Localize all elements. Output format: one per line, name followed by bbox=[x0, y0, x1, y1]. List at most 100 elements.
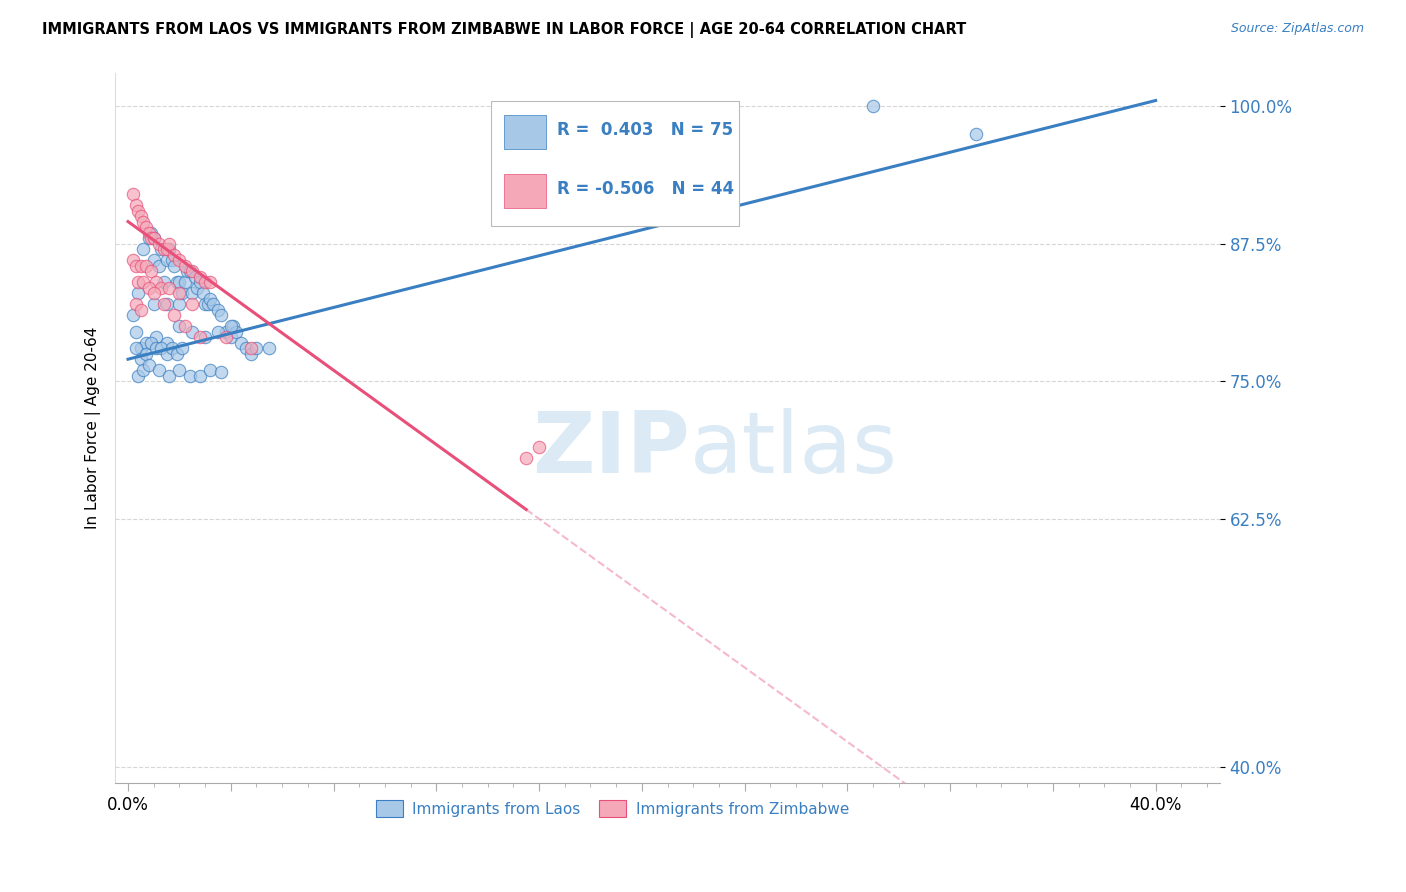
Point bbox=[157, 236, 180, 251]
Point bbox=[127, 286, 149, 301]
Point bbox=[169, 319, 191, 334]
Point bbox=[142, 297, 165, 311]
Point bbox=[259, 341, 281, 355]
FancyBboxPatch shape bbox=[503, 174, 546, 209]
Point bbox=[173, 319, 195, 334]
Point bbox=[186, 280, 208, 294]
Point bbox=[155, 335, 177, 350]
Point bbox=[862, 99, 884, 113]
Point bbox=[166, 347, 188, 361]
Point bbox=[145, 275, 167, 289]
Point bbox=[148, 363, 170, 377]
Point bbox=[141, 226, 163, 240]
Point bbox=[207, 302, 229, 317]
Text: R =  0.403   N = 75: R = 0.403 N = 75 bbox=[557, 121, 733, 139]
Point bbox=[173, 275, 195, 289]
Point bbox=[129, 209, 152, 223]
Point bbox=[169, 286, 191, 301]
Point bbox=[245, 341, 267, 355]
Point bbox=[142, 286, 165, 301]
Point bbox=[169, 297, 191, 311]
Point bbox=[148, 259, 170, 273]
Point bbox=[160, 341, 183, 355]
Point bbox=[122, 253, 145, 268]
Text: IMMIGRANTS FROM LAOS VS IMMIGRANTS FROM ZIMBABWE IN LABOR FORCE | AGE 20-64 CORR: IMMIGRANTS FROM LAOS VS IMMIGRANTS FROM … bbox=[42, 22, 966, 38]
Point bbox=[201, 297, 224, 311]
Point bbox=[209, 366, 232, 380]
Point bbox=[188, 275, 211, 289]
Point bbox=[176, 264, 198, 278]
Point bbox=[153, 297, 176, 311]
Point bbox=[125, 198, 148, 212]
Point bbox=[179, 368, 201, 383]
Point bbox=[125, 259, 148, 273]
Point bbox=[129, 302, 152, 317]
Point bbox=[157, 242, 180, 256]
Point bbox=[188, 330, 211, 344]
Point bbox=[169, 363, 191, 377]
Point bbox=[135, 259, 157, 273]
Point bbox=[132, 363, 155, 377]
Point bbox=[200, 292, 222, 306]
Point bbox=[240, 347, 263, 361]
Point bbox=[157, 368, 180, 383]
Point bbox=[166, 275, 188, 289]
Point bbox=[155, 242, 177, 256]
Point bbox=[191, 286, 214, 301]
Point bbox=[150, 242, 173, 256]
Point bbox=[153, 275, 176, 289]
Text: atlas: atlas bbox=[689, 408, 897, 491]
Point bbox=[163, 247, 186, 261]
Point bbox=[138, 358, 160, 372]
Point bbox=[125, 341, 148, 355]
Point bbox=[135, 335, 157, 350]
Point bbox=[181, 325, 204, 339]
Point bbox=[155, 347, 177, 361]
Point bbox=[225, 325, 247, 339]
Text: R = -0.506   N = 44: R = -0.506 N = 44 bbox=[557, 180, 734, 198]
Text: Source: ZipAtlas.com: Source: ZipAtlas.com bbox=[1230, 22, 1364, 36]
Point bbox=[138, 226, 160, 240]
Point bbox=[197, 297, 219, 311]
Point bbox=[141, 264, 163, 278]
Point bbox=[142, 231, 165, 245]
Point bbox=[150, 280, 173, 294]
Point bbox=[157, 280, 180, 294]
Point bbox=[155, 297, 177, 311]
Point bbox=[194, 330, 217, 344]
Point bbox=[153, 242, 176, 256]
Text: ZIP: ZIP bbox=[531, 408, 689, 491]
FancyBboxPatch shape bbox=[503, 115, 546, 149]
Point bbox=[169, 275, 191, 289]
Point bbox=[142, 231, 165, 245]
Point bbox=[122, 308, 145, 322]
Point bbox=[188, 269, 211, 284]
Point bbox=[200, 363, 222, 377]
Point bbox=[129, 352, 152, 367]
Point bbox=[145, 341, 167, 355]
Point bbox=[240, 341, 263, 355]
Point bbox=[194, 297, 217, 311]
Point bbox=[127, 203, 149, 218]
Point bbox=[138, 231, 160, 245]
Point bbox=[229, 335, 252, 350]
FancyBboxPatch shape bbox=[491, 102, 740, 226]
Point bbox=[138, 280, 160, 294]
Point bbox=[129, 259, 152, 273]
Point bbox=[179, 264, 201, 278]
Point bbox=[169, 253, 191, 268]
Point bbox=[222, 319, 245, 334]
Point bbox=[515, 451, 537, 466]
Point bbox=[141, 335, 163, 350]
Point bbox=[219, 330, 242, 344]
Point bbox=[188, 368, 211, 383]
Point bbox=[214, 330, 236, 344]
Point bbox=[235, 341, 257, 355]
Point bbox=[181, 286, 204, 301]
Point bbox=[200, 275, 222, 289]
Point bbox=[141, 231, 163, 245]
Point bbox=[148, 236, 170, 251]
Point bbox=[209, 308, 232, 322]
Point bbox=[155, 253, 177, 268]
Point bbox=[181, 264, 204, 278]
